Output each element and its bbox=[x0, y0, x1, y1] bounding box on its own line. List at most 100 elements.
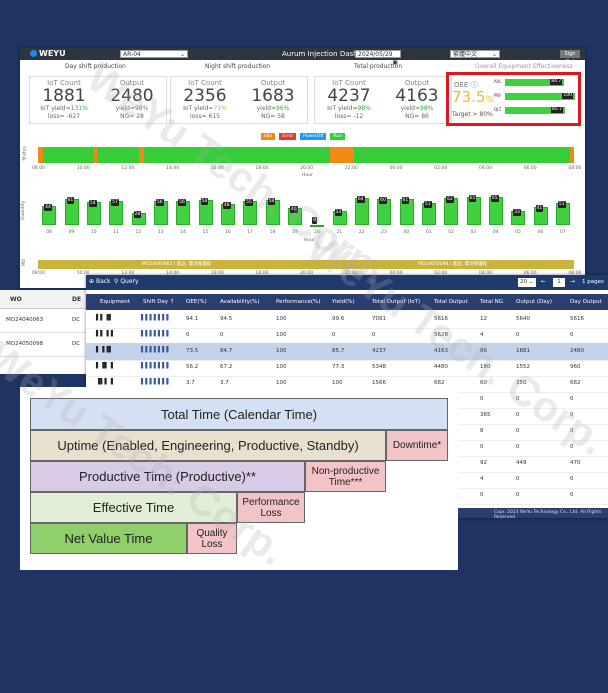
table-row[interactable]: ▌▐▐▌ ▌▌▌▌▌▌▌ 73.5 84.7 100 85.7 4237 4163 86 1881… bbox=[86, 343, 608, 361]
hour-tick: 06:00 bbox=[523, 271, 537, 276]
oee-label: OEE ⓘ bbox=[454, 80, 478, 90]
table-cell: 0 bbox=[516, 396, 520, 402]
yield-label: yield= bbox=[115, 105, 136, 112]
iot-yield-value: 71% bbox=[213, 105, 227, 112]
quantity-data-label: 58 bbox=[200, 198, 209, 206]
table-cell: 0 bbox=[516, 476, 520, 482]
iot-yield-label: IoT yield= bbox=[40, 105, 71, 112]
quantity-data-label: 61 bbox=[401, 196, 410, 204]
quantity-hour-tick: 02 bbox=[448, 230, 454, 235]
quantity-data-label: 55 bbox=[245, 199, 253, 207]
hour-tick: 12:00 bbox=[121, 271, 135, 276]
column-header[interactable]: Performance(%) bbox=[276, 299, 321, 305]
equipment-thumbnail: ▌▐▌▐ bbox=[96, 363, 113, 369]
iot-yield-label: IoT yield= bbox=[327, 105, 358, 112]
quantity-hour-tick: 11 bbox=[113, 230, 119, 235]
quantity-data-label: 64 bbox=[356, 195, 365, 203]
column-header[interactable]: Total Output bbox=[434, 299, 468, 305]
hour-tick: 06:00 bbox=[523, 166, 537, 171]
quantity-hour-tick: 00 bbox=[403, 230, 410, 235]
date-input[interactable]: 2024/05/29 ▣ bbox=[355, 50, 401, 66]
table-cell: 5628 bbox=[434, 332, 448, 338]
chevron-down-icon: ⌄ bbox=[491, 51, 497, 58]
table-row[interactable]: ▌▌▐▌ ▌▌▌▌▌▌▌ 94.1 94.5 100 99.6 7091 5616 12 5640… bbox=[86, 311, 608, 329]
table-cell: 0 bbox=[570, 332, 574, 338]
quality-loss-box: Quality Loss bbox=[187, 523, 237, 554]
back-button[interactable]: ⊕ Back bbox=[89, 278, 111, 285]
ng-value: NG= 28 bbox=[120, 113, 144, 120]
column-header[interactable]: Equipment bbox=[100, 299, 130, 305]
column-header[interactable]: Shift Day ↑ bbox=[143, 299, 175, 305]
shift-day-bars: ▌▌▌▌▌▌▌ bbox=[141, 347, 171, 353]
search-icon: ⚲ bbox=[114, 278, 119, 285]
day-shift-panel: IoT Count 1881 IoT yield=131% loss= -627… bbox=[29, 76, 167, 124]
prev-page-button[interactable]: ← bbox=[541, 278, 547, 285]
table-cell: 3.7 bbox=[186, 380, 195, 386]
hour-tick: 12:00 bbox=[121, 166, 135, 171]
machine-select[interactable]: AR-04 ⌄ bbox=[120, 50, 188, 58]
column-header[interactable]: Yield(%) bbox=[332, 299, 355, 305]
column-header[interactable]: Total Output (IoT) bbox=[372, 299, 421, 305]
loss-value: loss= -627 bbox=[47, 113, 81, 120]
language-select[interactable]: 繁體中文 ⌄ bbox=[450, 50, 500, 58]
query-button[interactable]: ⚲ Query bbox=[114, 278, 139, 285]
bar-value: 100 bbox=[562, 93, 573, 99]
column-header[interactable]: Output (Day) bbox=[516, 299, 553, 305]
work-order-panel: WO DE MO24040063 DC MO24050098 DC bbox=[0, 290, 86, 374]
signout-button[interactable]: Sign Out bbox=[560, 50, 580, 65]
de-value: DC bbox=[72, 317, 81, 323]
table-cell: 5616 bbox=[570, 316, 584, 322]
table-cell: 100 bbox=[276, 332, 287, 338]
wo-number: MO24040063 bbox=[6, 317, 44, 323]
dashboard-title: Aurum Injection Dashboard bbox=[282, 50, 378, 58]
quantity-hour-tick: 14 bbox=[180, 230, 186, 235]
quantity-hour-tick: 01 bbox=[425, 230, 432, 235]
date-value: 2024/05/29 bbox=[358, 51, 393, 58]
total-production-panel: IoT Count 4237 IoT yield=98% loss= -12 O… bbox=[314, 76, 452, 124]
table-row[interactable]: MO24050098 DC bbox=[0, 332, 86, 357]
equipment-thumbnail: ▌▐▐▌ bbox=[96, 347, 113, 353]
table-cell: 0 bbox=[516, 492, 520, 498]
quantity-data-label: 40 bbox=[289, 205, 298, 213]
table-cell: 86 bbox=[480, 348, 487, 354]
language-value: 繁體中文 bbox=[453, 51, 478, 58]
quantity-hour-tick: 08 bbox=[46, 230, 52, 235]
table-cell: 12 bbox=[480, 316, 487, 322]
page-size-select[interactable]: 20 ⌄ bbox=[518, 278, 536, 287]
loss-value: loss= -12 bbox=[334, 113, 364, 120]
table-cell: 470 bbox=[570, 460, 581, 466]
output-label: Output bbox=[119, 79, 145, 87]
table-row[interactable]: MO24040063 DC bbox=[0, 308, 86, 333]
table-cell: 94.5 bbox=[220, 316, 233, 322]
mo-segment-label: MO24050098 / 產品: 電池保護板 bbox=[418, 262, 488, 267]
iot-yield: IoT yield=98% bbox=[315, 105, 383, 113]
quantity-hour-tick: 20 bbox=[314, 230, 320, 235]
machine-value: AR-04 bbox=[123, 51, 141, 58]
column-header[interactable]: OEE(%) bbox=[186, 299, 207, 305]
hour-tick: 22:00 bbox=[344, 166, 358, 171]
table-cell: 0 bbox=[516, 428, 520, 434]
highlight-border-right bbox=[578, 72, 581, 126]
idle-segment bbox=[94, 147, 97, 163]
equipment-thumbnail: ▌▌▐▐ bbox=[96, 331, 113, 337]
table-cell: 84.7 bbox=[220, 348, 233, 354]
quantity-hour-tick: 22 bbox=[358, 230, 365, 235]
table-cell: 0 bbox=[372, 332, 376, 338]
table-cell: 67.2 bbox=[220, 364, 233, 370]
table-cell: 350 bbox=[516, 380, 527, 386]
column-header[interactable]: Day Output bbox=[570, 299, 602, 305]
table-row[interactable]: ▌▐▌▐ ▌▌▌▌▌▌▌ 56.2 67.2 100 77.3 5348 4480 180 155… bbox=[86, 359, 608, 377]
table-cell: 0 bbox=[186, 332, 190, 338]
quantity-hour-tick: 07 bbox=[559, 230, 566, 235]
column-header[interactable]: Total NG bbox=[480, 299, 503, 305]
table-cell: 100 bbox=[276, 316, 287, 322]
idle-segment bbox=[38, 147, 44, 163]
page-number-input[interactable]: 1 bbox=[553, 278, 565, 287]
column-header[interactable]: Availability(%) bbox=[220, 299, 260, 305]
hour-tick: 10:00 bbox=[76, 271, 90, 276]
table-cell: 7091 bbox=[372, 316, 386, 322]
shift-day-bars: ▌▌▌▌▌▌▌ bbox=[141, 363, 171, 369]
table-cell: 0 bbox=[480, 492, 484, 498]
next-page-button[interactable]: → bbox=[570, 278, 576, 285]
table-cell: 4163 bbox=[434, 348, 448, 354]
